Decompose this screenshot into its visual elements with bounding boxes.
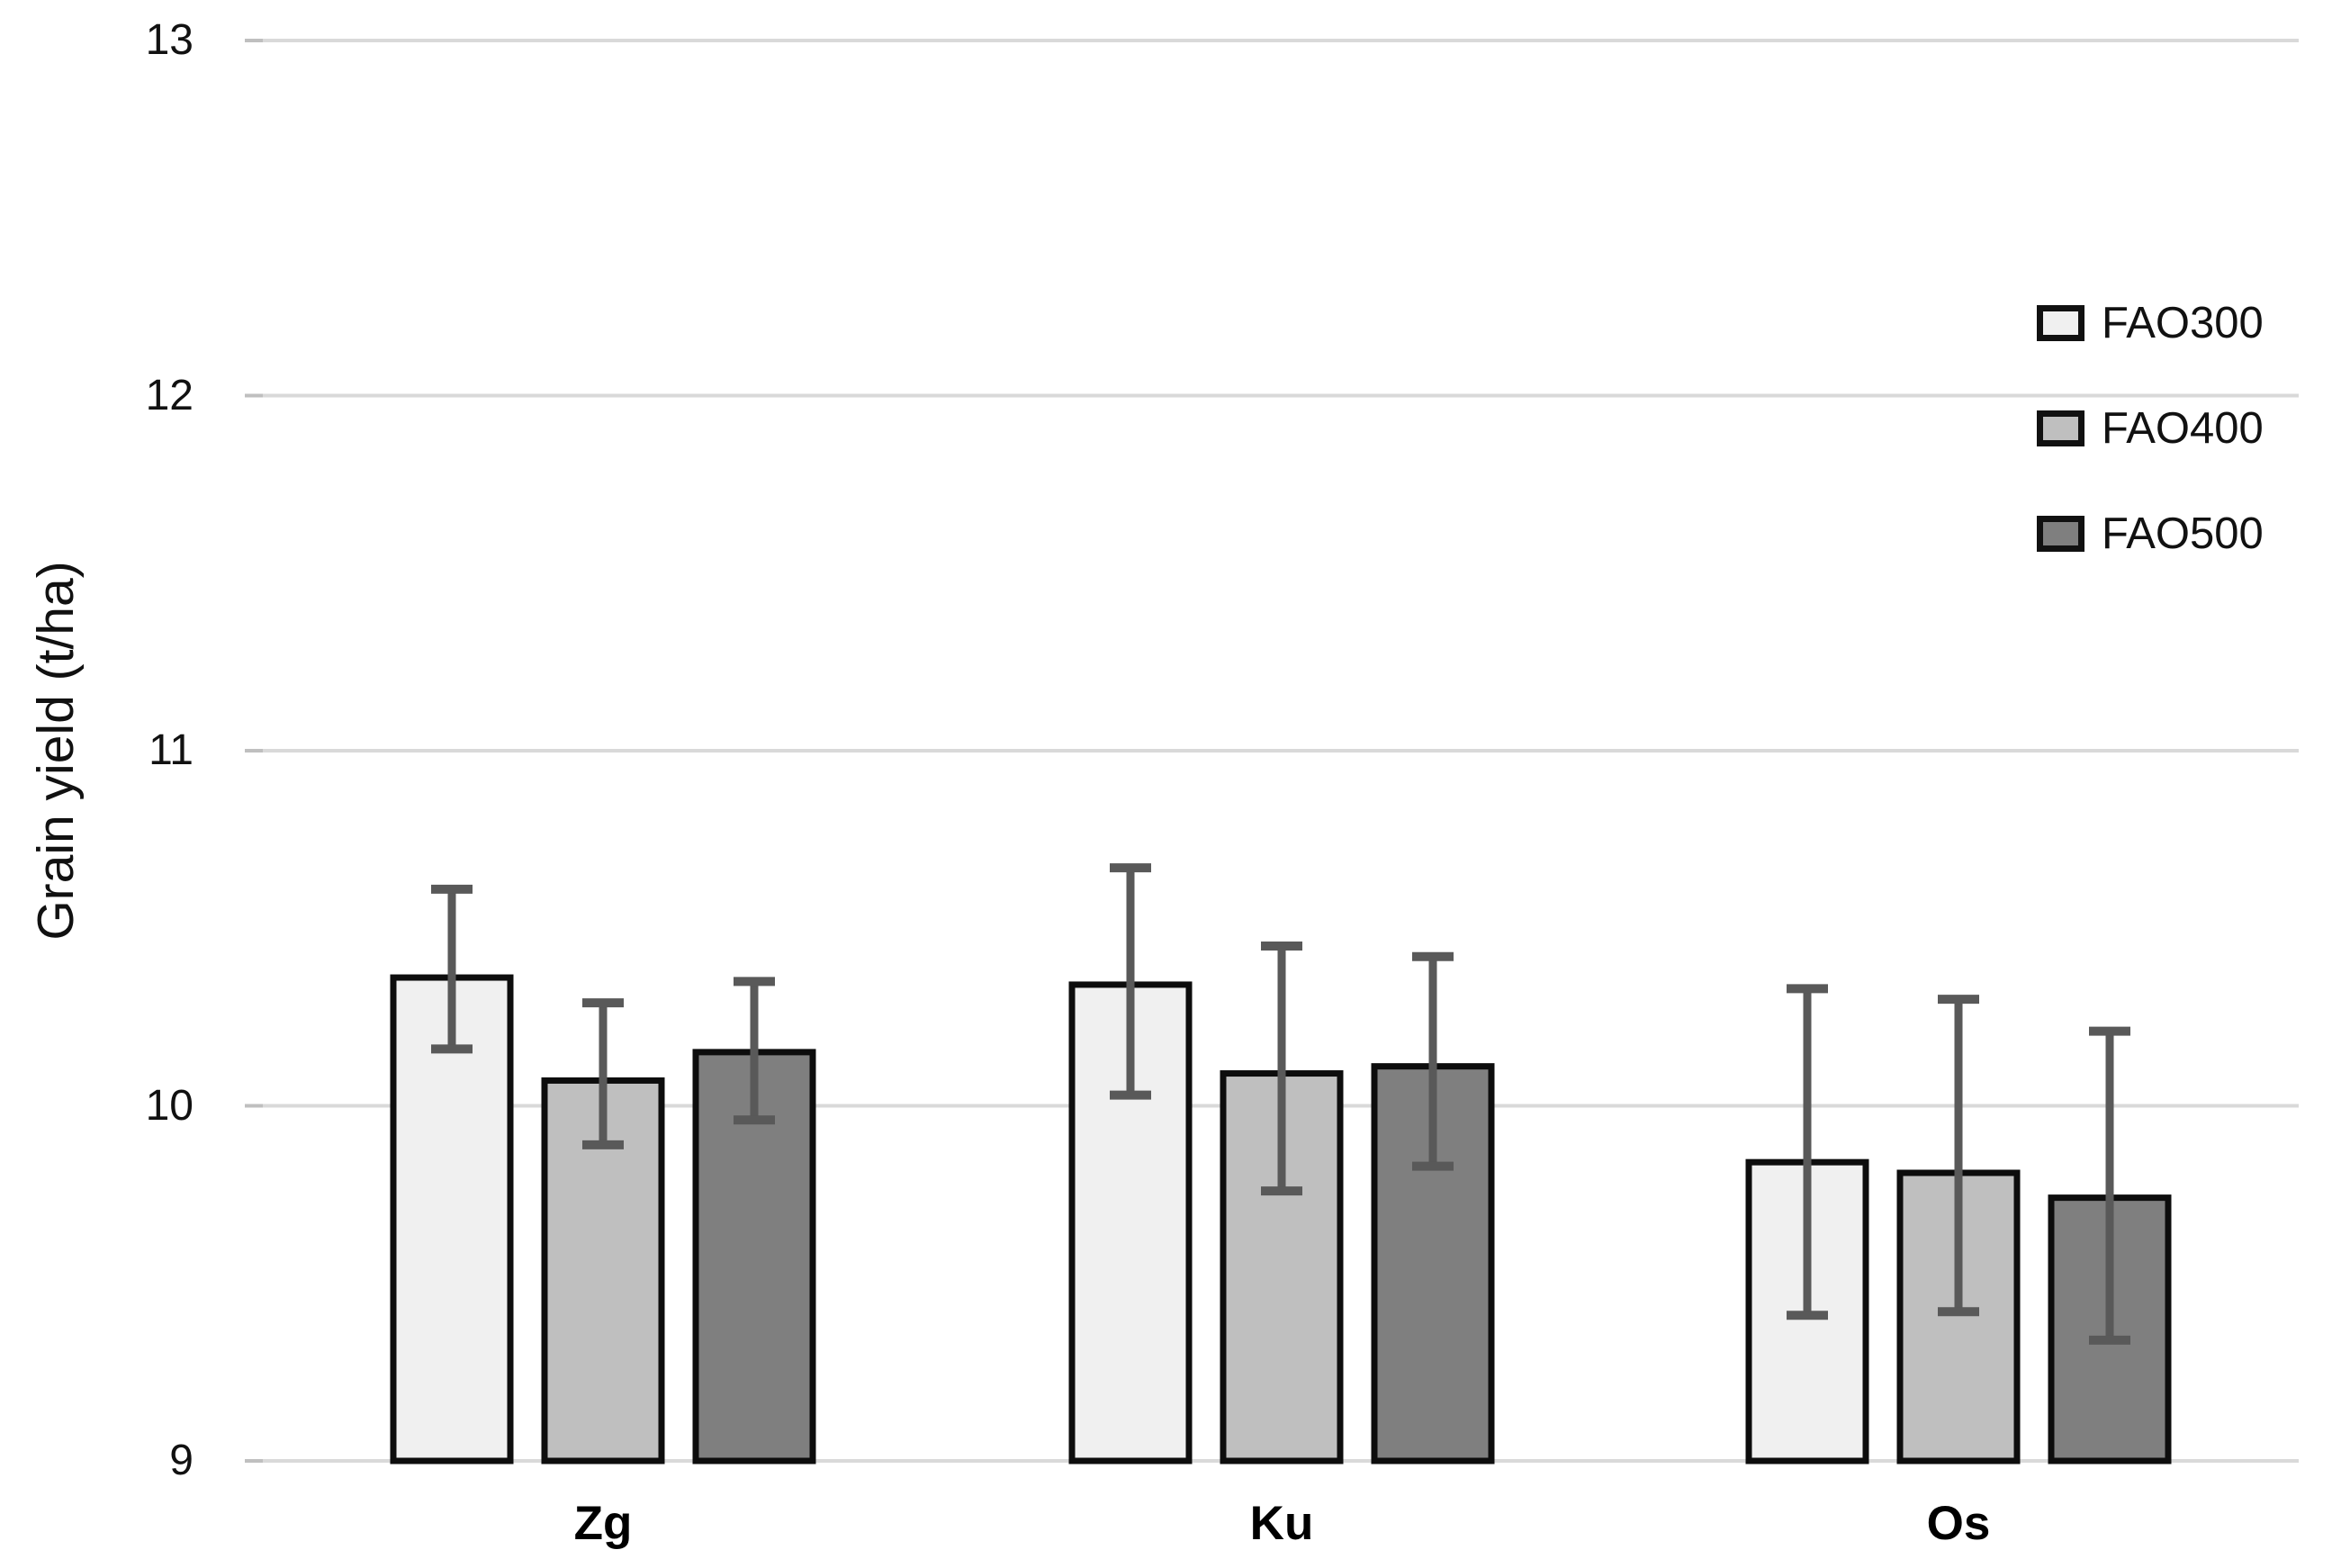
legend-item-fao400: FAO400 — [2037, 403, 2264, 454]
legend-swatch-fao400 — [2037, 410, 2084, 446]
y-tick-label-12: 12 — [145, 371, 194, 419]
legend-label-fao500: FAO500 — [2102, 509, 2264, 558]
x-category-label-zg: Zg — [573, 1497, 633, 1550]
legend-item-fao500: FAO500 — [2037, 509, 2264, 559]
y-tick-label-13: 13 — [145, 16, 194, 64]
y-tick-label-10: 10 — [145, 1081, 194, 1130]
x-category-label-os: Os — [1926, 1497, 1991, 1550]
y-tick-label-9: 9 — [169, 1437, 194, 1484]
legend-item-fao300: FAO300 — [2037, 298, 2264, 348]
x-category-label-ku: Ku — [1249, 1497, 1314, 1550]
legend: FAO300 FAO400 FAO500 — [2037, 298, 2264, 559]
legend-swatch-fao300 — [2037, 305, 2084, 341]
legend-swatch-fao500 — [2037, 516, 2084, 552]
y-tick-label-11: 11 — [149, 726, 194, 774]
bar-ku-fao500 — [1371, 1063, 1495, 1464]
legend-label-fao300: FAO300 — [2102, 299, 2264, 347]
legend-label-fao400: FAO400 — [2102, 404, 2264, 453]
